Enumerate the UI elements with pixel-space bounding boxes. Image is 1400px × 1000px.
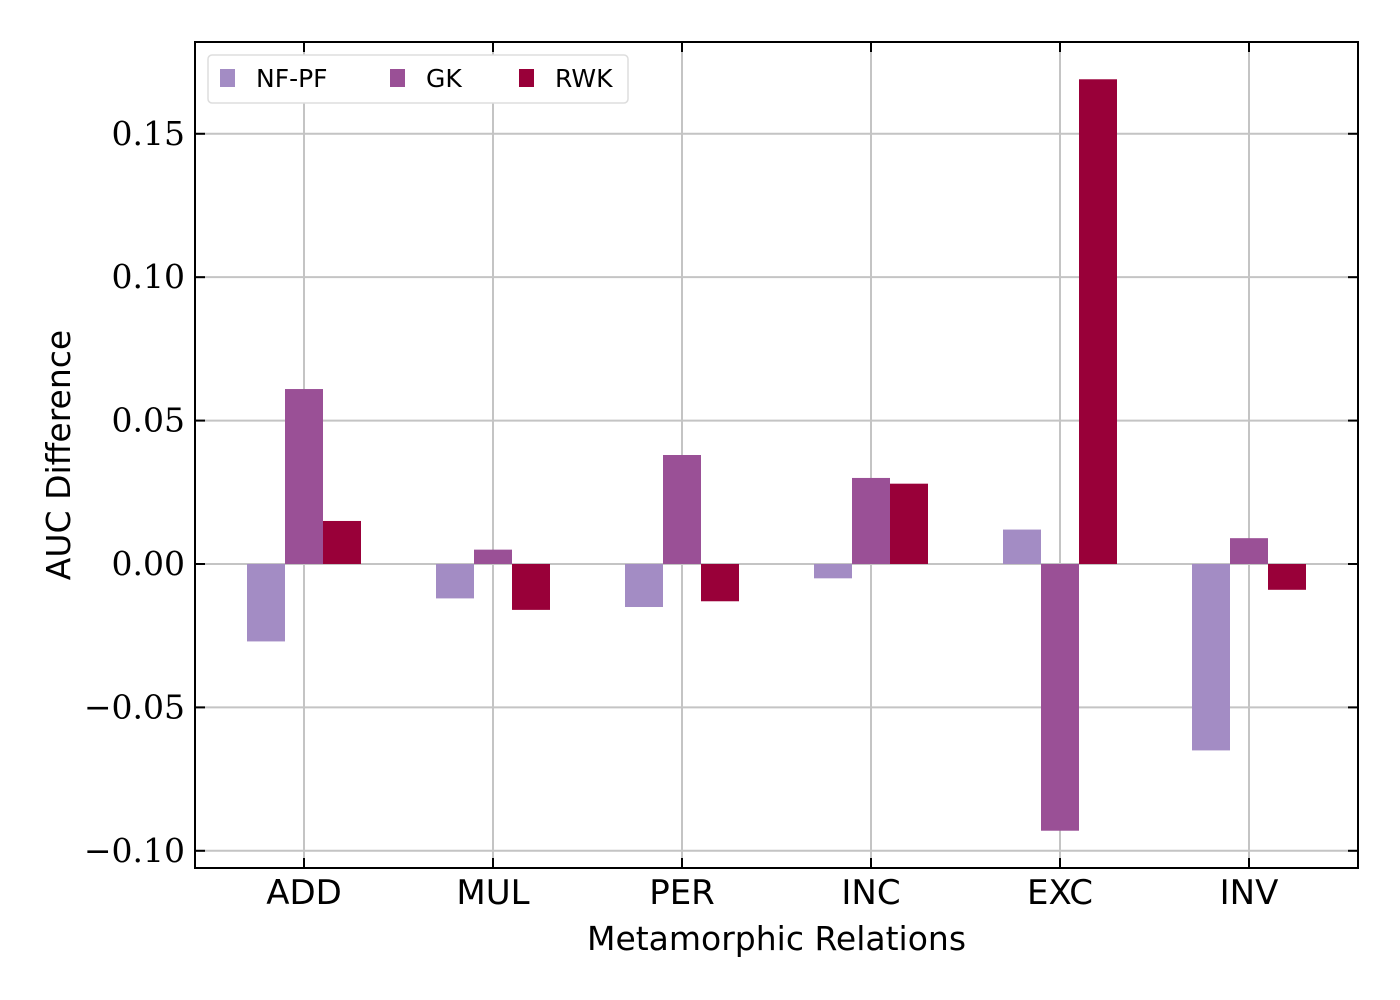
- x-tick-label: MUL: [456, 873, 529, 913]
- y-tick-label: 0.10: [112, 257, 185, 296]
- bar-rwk-mul: [512, 563, 550, 610]
- y-tick-label: 0.15: [112, 114, 185, 153]
- bar-gk-inc: [852, 477, 890, 564]
- x-tick-label: EXC: [1027, 873, 1093, 913]
- bar-rwk-exc: [1079, 79, 1117, 564]
- x-tick-label: ADD: [266, 873, 342, 913]
- bar-nf-pf-exc: [1003, 529, 1041, 564]
- legend-label-rwk: RWK: [555, 64, 613, 93]
- bar-nf-pf-inv: [1192, 563, 1230, 751]
- bar-gk-per: [663, 455, 701, 564]
- bar-nf-pf-add: [247, 563, 285, 642]
- x-tick-label: INC: [841, 873, 900, 913]
- axis-ticks: [195, 42, 1358, 868]
- bar-nf-pf-per: [625, 563, 663, 608]
- y-tick-labels: −0.10 −0.05 0.00 0.05 0.10 0.15: [84, 114, 185, 870]
- bar-gk-add: [285, 389, 323, 564]
- legend: NF-PF GK RWK: [207, 54, 629, 104]
- legend-label-gk: GK: [426, 64, 462, 93]
- bar-rwk-inv: [1268, 563, 1306, 590]
- legend-swatch-rwk: [519, 69, 534, 87]
- bar-gk-inv: [1230, 538, 1268, 564]
- x-tick-label: INV: [1220, 873, 1279, 913]
- plot-frame: [194, 41, 1359, 869]
- bar-gk-exc: [1041, 563, 1079, 831]
- bars: [247, 79, 1306, 831]
- y-tick-label: −0.05: [84, 687, 185, 726]
- bar-rwk-inc: [890, 483, 928, 564]
- legend-swatch-gk: [390, 69, 405, 87]
- y-tick-label: 0.05: [112, 401, 185, 440]
- bar-rwk-add: [323, 520, 361, 564]
- y-axis-title: AUC Difference: [39, 330, 78, 580]
- legend-label-nf-pf: NF-PF: [256, 64, 328, 93]
- y-tick-label: −0.10: [84, 831, 185, 870]
- x-tick-label: PER: [649, 873, 715, 913]
- y-tick-label: 0.00: [112, 544, 185, 583]
- bar-nf-pf-mul: [436, 563, 474, 599]
- bar-gk-mul: [474, 549, 512, 564]
- bar-nf-pf-inc: [814, 563, 852, 579]
- x-tick-labels: ADD MUL PER INC EXC INV: [266, 873, 1278, 913]
- legend-swatch-nf-pf: [220, 69, 235, 87]
- bar-rwk-per: [701, 563, 739, 602]
- legend-box: [207, 54, 629, 104]
- x-axis-title: Metamorphic Relations: [587, 919, 966, 958]
